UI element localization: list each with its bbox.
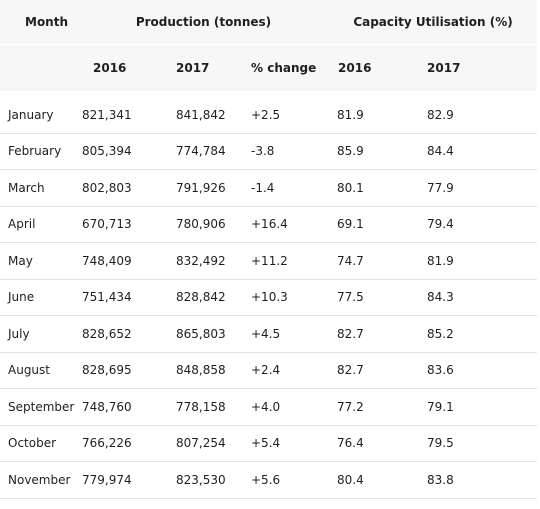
cell-pct-change: -3.8	[243, 133, 330, 170]
cell-month: September	[0, 388, 78, 426]
cell-capacity-2017: 79.5	[417, 425, 538, 462]
header-pct-change: % change	[243, 44, 330, 97]
cell-production-2017: 823,530	[167, 461, 243, 499]
table-row: March 802,803 791,926 -1.4 80.1 77.9	[0, 169, 538, 207]
cell-production-2017: 780,906	[167, 206, 243, 243]
cell-pct-change: +10.3	[243, 279, 330, 316]
header-spacer	[0, 44, 78, 97]
production-table: Month Production (tonnes) Capacity Utili…	[0, 0, 538, 499]
cell-capacity-2017: 85.2	[417, 315, 538, 353]
cell-pct-change: +5.6	[243, 461, 330, 499]
cell-capacity-2016: 81.9	[329, 94, 418, 134]
header-row-groups: Month Production (tonnes) Capacity Utili…	[0, 0, 538, 45]
cell-production-2016: 751,434	[78, 279, 167, 316]
table-row: June 751,434 828,842 +10.3 77.5 84.3	[0, 279, 538, 316]
table-header: Month Production (tonnes) Capacity Utili…	[0, 0, 538, 97]
cell-month: June	[0, 279, 78, 316]
cell-capacity-2016: 82.7	[329, 352, 418, 389]
cell-month: April	[0, 206, 78, 243]
cell-production-2016: 802,803	[78, 169, 167, 207]
cell-month: November	[0, 461, 78, 499]
table-row: November 779,974 823,530 +5.6 80.4 83.8	[0, 461, 538, 499]
cell-capacity-2016: 85.9	[329, 133, 418, 170]
production-table-container: Month Production (tonnes) Capacity Utili…	[0, 0, 538, 499]
cell-capacity-2017: 77.9	[417, 169, 538, 207]
cell-production-2016: 805,394	[78, 133, 167, 170]
table-row: May 748,409 832,492 +11.2 74.7 81.9	[0, 242, 538, 280]
table-row: September 748,760 778,158 +4.0 77.2 79.1	[0, 388, 538, 426]
cell-pct-change: +4.0	[243, 388, 330, 426]
table-row: August 828,695 848,858 +2.4 82.7 83.6	[0, 352, 538, 389]
cell-capacity-2016: 77.5	[329, 279, 418, 316]
cell-production-2016: 779,974	[78, 461, 167, 499]
cell-production-2016: 670,713	[78, 206, 167, 243]
cell-pct-change: +11.2	[243, 242, 330, 280]
cell-month: February	[0, 133, 78, 170]
cell-month: July	[0, 315, 78, 353]
cell-production-2017: 778,158	[167, 388, 243, 426]
header-row-years: 2016 2017 % change 2016 2017	[0, 44, 538, 97]
table-row: July 828,652 865,803 +4.5 82.7 85.2	[0, 315, 538, 353]
cell-production-2017: 832,492	[167, 242, 243, 280]
cell-pct-change: +2.4	[243, 352, 330, 389]
cell-capacity-2017: 82.9	[417, 94, 538, 134]
header-prod-2017: 2017	[167, 44, 243, 97]
cell-production-2016: 828,652	[78, 315, 167, 353]
cell-month: August	[0, 352, 78, 389]
cell-production-2016: 828,695	[78, 352, 167, 389]
table-body: January 821,341 841,842 +2.5 81.9 82.9 Februar…	[0, 94, 538, 499]
header-capacity: Capacity Utilisation (%)	[329, 0, 538, 45]
cell-capacity-2017: 84.4	[417, 133, 538, 170]
header-cap-2016: 2016	[329, 44, 418, 97]
cell-pct-change: +16.4	[243, 206, 330, 243]
cell-capacity-2016: 77.2	[329, 388, 418, 426]
cell-month: May	[0, 242, 78, 280]
cell-pct-change: +5.4	[243, 425, 330, 462]
cell-production-2017: 774,784	[167, 133, 243, 170]
cell-capacity-2016: 74.7	[329, 242, 418, 280]
cell-pct-change: +4.5	[243, 315, 330, 353]
cell-capacity-2017: 83.8	[417, 461, 538, 499]
cell-production-2017: 848,858	[167, 352, 243, 389]
cell-production-2016: 766,226	[78, 425, 167, 462]
table-row: February 805,394 774,784 -3.8 85.9 84.4	[0, 133, 538, 170]
cell-capacity-2017: 83.6	[417, 352, 538, 389]
cell-capacity-2016: 76.4	[329, 425, 418, 462]
cell-production-2016: 821,341	[78, 94, 167, 134]
cell-capacity-2016: 80.1	[329, 169, 418, 207]
cell-production-2017: 807,254	[167, 425, 243, 462]
cell-pct-change: -1.4	[243, 169, 330, 207]
table-row: October 766,226 807,254 +5.4 76.4 79.5	[0, 425, 538, 462]
cell-production-2016: 748,409	[78, 242, 167, 280]
table-row: January 821,341 841,842 +2.5 81.9 82.9	[0, 94, 538, 134]
cell-production-2017: 841,842	[167, 94, 243, 134]
cell-capacity-2017: 84.3	[417, 279, 538, 316]
cell-month: October	[0, 425, 78, 462]
cell-capacity-2016: 82.7	[329, 315, 418, 353]
cell-month: March	[0, 169, 78, 207]
cell-capacity-2017: 79.4	[417, 206, 538, 243]
cell-month: January	[0, 94, 78, 134]
cell-production-2017: 865,803	[167, 315, 243, 353]
cell-pct-change: +2.5	[243, 94, 330, 134]
cell-production-2017: 791,926	[167, 169, 243, 207]
cell-production-2017: 828,842	[167, 279, 243, 316]
header-production: Production (tonnes)	[78, 0, 330, 45]
cell-capacity-2017: 81.9	[417, 242, 538, 280]
header-prod-2016: 2016	[78, 44, 167, 97]
cell-capacity-2016: 80.4	[329, 461, 418, 499]
cell-capacity-2016: 69.1	[329, 206, 418, 243]
cell-capacity-2017: 79.1	[417, 388, 538, 426]
table-row: April 670,713 780,906 +16.4 69.1 79.4	[0, 206, 538, 243]
header-month: Month	[0, 0, 78, 45]
header-cap-2017: 2017	[417, 44, 538, 97]
cell-production-2016: 748,760	[78, 388, 167, 426]
